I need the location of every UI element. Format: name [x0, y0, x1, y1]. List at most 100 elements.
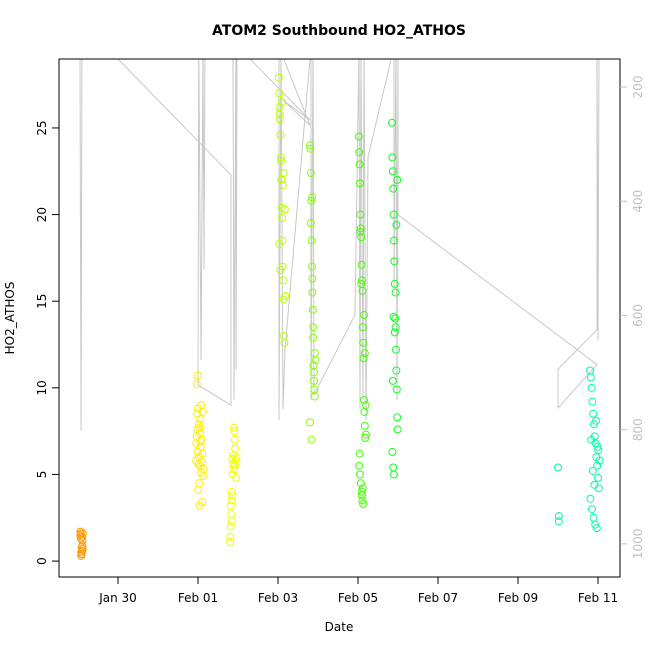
point	[588, 505, 596, 514]
point	[310, 392, 319, 401]
point	[358, 323, 367, 332]
point	[587, 435, 596, 444]
y2-tick-label: 200	[631, 76, 645, 99]
point	[277, 156, 286, 165]
point	[593, 442, 602, 451]
point	[196, 437, 205, 446]
point	[278, 97, 286, 106]
point	[197, 435, 206, 444]
pressure-line	[79, 59, 600, 431]
point	[391, 288, 400, 297]
point	[392, 366, 401, 375]
point	[281, 291, 290, 300]
point	[309, 323, 318, 332]
point	[390, 257, 399, 266]
point	[391, 323, 400, 332]
point	[276, 115, 284, 124]
point	[590, 480, 599, 489]
point	[595, 456, 604, 465]
plot-frame	[58, 58, 621, 578]
point	[230, 423, 238, 432]
point	[306, 219, 315, 228]
x-axis-label: Date	[325, 620, 354, 634]
point	[280, 205, 289, 214]
point	[306, 418, 314, 427]
point	[554, 463, 562, 472]
y2-tick-label: 600	[631, 304, 645, 327]
point	[356, 227, 365, 236]
point	[359, 354, 368, 363]
point	[388, 447, 397, 456]
point	[392, 345, 400, 354]
point	[226, 501, 235, 510]
point	[275, 89, 284, 98]
point	[228, 491, 237, 500]
point	[354, 132, 363, 141]
point	[360, 311, 368, 320]
point	[359, 338, 368, 347]
point	[592, 524, 601, 533]
point	[227, 517, 236, 526]
point	[274, 73, 283, 82]
point	[390, 470, 398, 479]
y-tick-label: 25	[35, 120, 49, 135]
x-tick-label: Feb 11	[578, 591, 618, 605]
y-tick-label: 20	[35, 207, 49, 222]
point	[194, 486, 202, 495]
point	[279, 276, 288, 285]
point	[278, 181, 287, 190]
point	[276, 266, 285, 275]
point	[231, 444, 240, 453]
point	[357, 487, 366, 496]
point	[393, 413, 402, 422]
point	[586, 373, 595, 382]
point	[388, 167, 397, 176]
x-tick-label: Feb 07	[418, 591, 458, 605]
point	[358, 484, 367, 493]
x-tick-label: Feb 05	[338, 591, 378, 605]
point	[226, 538, 234, 547]
point	[195, 423, 204, 432]
point	[362, 430, 370, 439]
point	[390, 328, 399, 337]
point	[275, 110, 284, 119]
y-axis-label: HO2_ATHOS	[3, 282, 17, 355]
point	[388, 118, 396, 127]
point	[355, 449, 364, 458]
point	[355, 160, 364, 169]
point	[356, 470, 364, 479]
point	[360, 395, 368, 404]
point	[232, 473, 240, 482]
point	[389, 210, 398, 219]
point	[276, 130, 285, 139]
point	[226, 522, 235, 531]
point	[358, 276, 366, 285]
point	[592, 416, 600, 425]
point	[194, 420, 203, 429]
point	[388, 153, 397, 162]
point	[228, 454, 237, 463]
point	[588, 397, 597, 406]
y-tick-label: 15	[35, 294, 49, 309]
point	[275, 240, 284, 249]
point	[361, 434, 370, 443]
point	[589, 409, 598, 418]
point	[391, 314, 400, 323]
point	[594, 473, 602, 482]
point	[392, 385, 401, 394]
x-tick-label: Feb 09	[498, 591, 538, 605]
point	[230, 427, 239, 436]
point	[196, 415, 205, 424]
point	[356, 224, 365, 233]
point	[78, 541, 87, 550]
point	[389, 184, 398, 193]
point	[310, 376, 318, 385]
point	[279, 168, 288, 177]
y2-tick-label: 400	[631, 190, 645, 213]
point	[308, 288, 317, 297]
point	[393, 175, 402, 184]
point	[308, 262, 316, 271]
point	[276, 153, 285, 162]
x-tick-label: Feb 03	[258, 591, 298, 605]
